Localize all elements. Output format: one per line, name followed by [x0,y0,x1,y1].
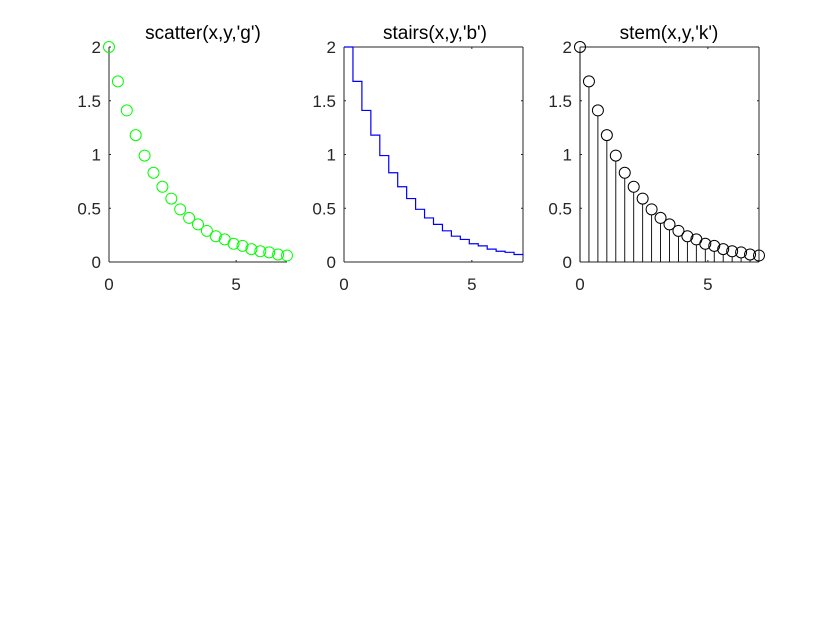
y-tick-label: 1 [92,146,101,165]
stem-panel: stem(x,y,'k') 0 0.5 1 1.5 2 0 5 [548,23,765,294]
y-tick-label: 0 [327,253,336,272]
y-tick-label: 0.5 [77,199,101,218]
data-point [103,41,115,53]
data-point [147,166,160,179]
data-point [681,230,694,243]
data-point [717,243,730,256]
data-point [663,218,676,231]
data-point [156,180,169,193]
data-point [672,224,685,237]
data-point [744,248,757,261]
data-point [192,218,204,231]
panel-title: stairs(x,y,'b') [383,23,487,44]
data-point [708,239,721,252]
data-point [618,166,631,179]
data-point [254,245,267,258]
data-point [236,239,249,252]
data-point [735,246,748,259]
y-tick-label: 1.5 [77,92,101,111]
y-tick-label: 1.5 [312,92,336,111]
panel-title: scatter(x,y,'g') [145,23,261,44]
data-point [209,230,222,243]
data-point [627,180,640,193]
x-tick-label: 5 [703,275,712,294]
data-point [263,246,276,259]
x-tick-label: 0 [104,275,113,294]
data-point [174,203,187,216]
y-tick-label: 0.5 [312,199,336,218]
y-tick-label: 1 [327,146,336,165]
y-tick-label: 0 [563,253,572,272]
stairs-panel: stairs(x,y,'b') 0 0.5 1 1.5 2 0 5 [312,23,524,294]
y-tick-label: 1.5 [548,92,572,111]
data-point [245,243,258,256]
data-point [582,75,595,88]
y-tick-label: 0.5 [548,199,572,218]
data-point [183,211,196,224]
data-point [726,245,739,258]
data-point [272,248,285,261]
data-point [699,237,712,250]
x-tick-label: 5 [467,275,476,294]
y-tick-label: 2 [92,38,101,57]
y-tick-label: 0 [92,253,101,272]
data-point [111,75,124,88]
data-point [753,249,765,262]
data-point [591,104,604,117]
data-point [609,149,622,162]
data-point [645,203,658,216]
y-tick-label: 1 [563,146,572,165]
data-point [654,211,667,224]
x-tick-label: 5 [231,275,240,294]
data-point [600,129,613,142]
data-point [120,104,133,117]
y-tick-label: 2 [327,38,336,57]
scatter-panel: scatter(x,y,'g') 0 0.5 1 1.5 2 0 5 [77,23,293,294]
data-point [281,249,293,262]
data-point [636,192,649,205]
stairs-line [344,46,524,256]
data-point [138,149,151,162]
data-point [200,224,213,237]
data-point [227,237,240,250]
data-point [165,192,178,205]
y-tick-label: 2 [563,38,572,57]
data-point [574,41,586,53]
x-tick-label: 0 [575,275,584,294]
data-point [129,129,142,142]
x-tick-label: 0 [339,275,348,294]
panel-title: stem(x,y,'k') [620,23,719,44]
